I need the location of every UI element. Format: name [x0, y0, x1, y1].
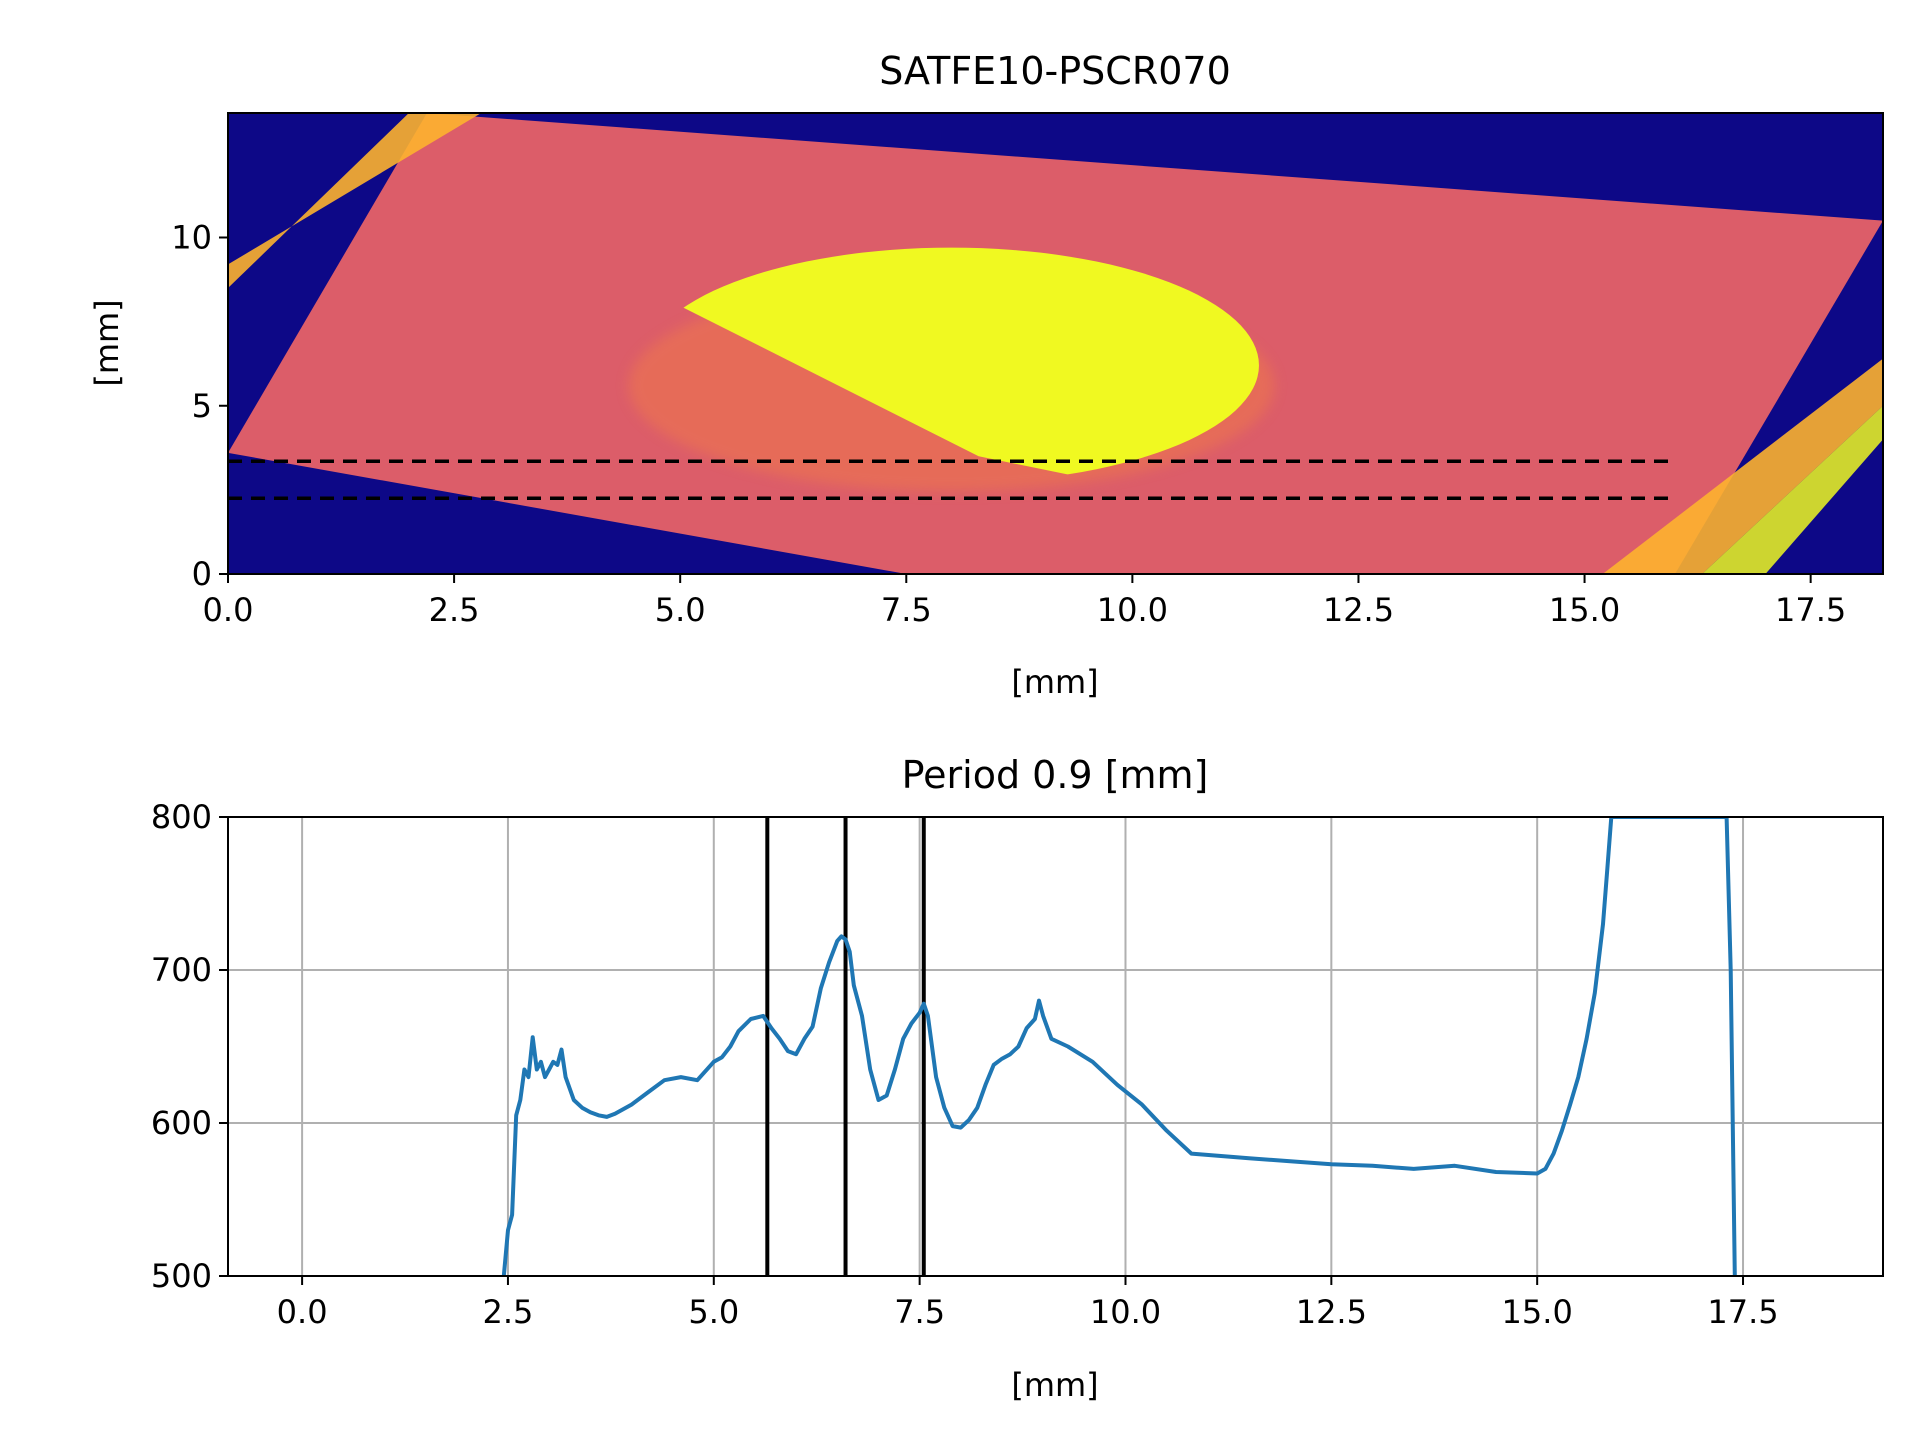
top-title: SATFE10-PSCR070 — [879, 49, 1231, 93]
top-y-tick-label-1: 5 — [192, 387, 212, 425]
bottom-y-tick-label-0: 500 — [151, 1257, 212, 1295]
bottom-title: Period 0.9 [mm] — [902, 753, 1209, 797]
bottom-x-tick-label-3: 7.5 — [894, 1293, 945, 1331]
bottom-x-tick-label-2: 5.0 — [688, 1293, 739, 1331]
bottom-y-tick-label-1: 600 — [151, 1104, 212, 1142]
top-x-tick-label-7: 17.5 — [1775, 591, 1846, 629]
bottom-x-tick-label-1: 2.5 — [483, 1293, 534, 1331]
bottom-x-tick-label-6: 15.0 — [1502, 1293, 1573, 1331]
bottom-x-tick-label-7: 17.5 — [1707, 1293, 1778, 1331]
bottom-grid — [228, 816, 1883, 1277]
top-y-tick-label-0: 0 — [192, 555, 212, 593]
bottom-x-tick-label-5: 12.5 — [1296, 1293, 1367, 1331]
top-axes-frame — [227, 112, 1884, 575]
bottom-x-ticks: 0.0 2.5 5.0 7.5 10.0 12.5 15.0 17.5 — [277, 1276, 1779, 1331]
edge-stripe-lower — [1602, 358, 1883, 574]
edge-stripe-lower-bright — [1702, 405, 1883, 574]
top-x-tick-label-0: 0.0 — [203, 591, 254, 629]
bottom-y-ticks: 500 600 700 800 — [151, 798, 228, 1295]
top-x-axis-label: [mm] — [1011, 663, 1098, 701]
top-panel: SATFE10-PSCR070 0.0 2.5 5.0 7.5 10.0 12.5 15.0… — [88, 49, 1884, 701]
bottom-y-tick-label-3: 800 — [151, 798, 212, 836]
bottom-x-tick-label-4: 10.0 — [1090, 1293, 1161, 1331]
top-x-tick-label-4: 10.0 — [1097, 591, 1168, 629]
bottom-x-axis-label: [mm] — [1011, 1366, 1098, 1404]
top-y-tick-label-2: 10 — [171, 219, 212, 257]
bottom-marker-lines — [765, 817, 926, 1276]
top-x-tick-label-5: 12.5 — [1323, 591, 1394, 629]
bottom-axes-frame — [227, 816, 1884, 1277]
bottom-y-tick-label-2: 700 — [151, 951, 212, 989]
heatmap-layer — [228, 113, 1883, 574]
top-x-tick-label-1: 2.5 — [429, 591, 480, 629]
top-x-tick-label-2: 5.0 — [655, 591, 706, 629]
top-y-ticks: 0 5 10 — [171, 219, 228, 593]
top-x-ticks: 0.0 2.5 5.0 7.5 10.0 12.5 15.0 17.5 — [203, 574, 1846, 629]
bottom-panel: Period 0.9 [mm] 0.0 2.5 5.0 7.5 10.0 12.5 15.0… — [151, 753, 1884, 1404]
heatmap-image — [228, 113, 1883, 574]
top-x-tick-label-6: 15.0 — [1549, 591, 1620, 629]
profile-line — [501, 817, 1737, 1276]
top-x-tick-label-3: 7.5 — [881, 591, 932, 629]
bottom-x-tick-label-0: 0.0 — [277, 1293, 328, 1331]
top-y-axis-label: [mm] — [88, 299, 126, 386]
